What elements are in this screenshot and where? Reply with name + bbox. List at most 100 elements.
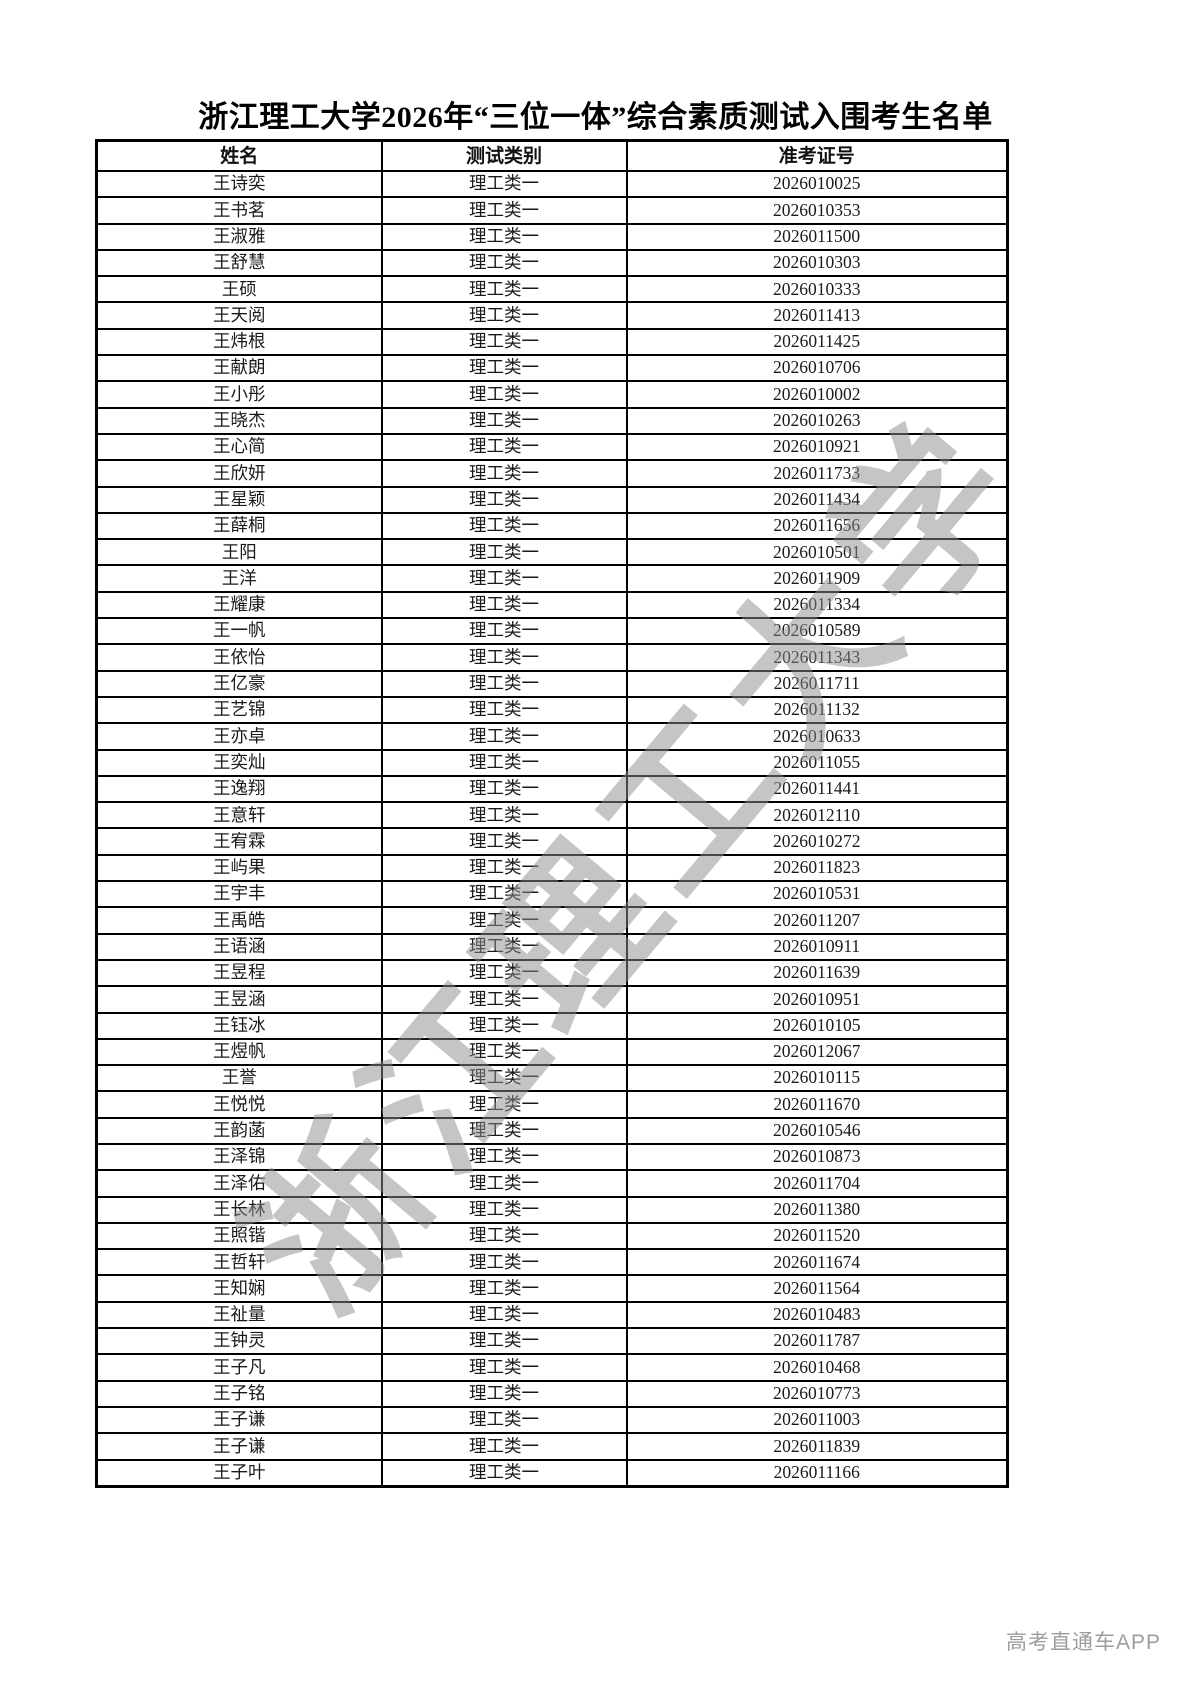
cell-name: 王硕 xyxy=(95,275,383,304)
table-row: 王宇丰 理工类一 2026010531 xyxy=(95,880,1009,909)
cell-ticket-number: 2026011380 xyxy=(625,1195,1009,1224)
cell-name: 王阳 xyxy=(95,538,383,567)
table-row: 王悦悦 理工类一 2026011670 xyxy=(95,1090,1009,1119)
table-row: 王小彤 理工类一 2026010002 xyxy=(95,380,1009,409)
candidate-table: 姓名 测试类别 准考证号 王诗奕 理工类一 2026010025 王书茗 理工类一 202… xyxy=(95,139,1009,1488)
table-row: 王奕灿 理工类一 2026011055 xyxy=(95,748,1009,777)
cell-name: 王献朗 xyxy=(95,354,383,383)
cell-name: 王天阅 xyxy=(95,301,383,330)
cell-ticket-number: 2026012110 xyxy=(625,801,1009,830)
cell-category: 理工类一 xyxy=(380,1221,628,1251)
cell-category: 理工类一 xyxy=(380,1405,628,1435)
cell-ticket-number: 2026010272 xyxy=(625,827,1009,856)
cell-name: 王语涵 xyxy=(95,932,383,961)
cell-name: 王晓杰 xyxy=(95,406,383,435)
cell-ticket-number: 2026011334 xyxy=(625,590,1009,620)
cell-ticket-number: 2026010706 xyxy=(625,354,1009,383)
cell-name: 王屿果 xyxy=(95,853,383,883)
cell-category: 理工类一 xyxy=(380,1353,628,1382)
cell-ticket-number: 2026010025 xyxy=(625,169,1009,199)
table-row: 王知娴 理工类一 2026011564 xyxy=(95,1274,1009,1303)
cell-category: 理工类一 xyxy=(380,432,628,462)
table-row: 王欣妍 理工类一 2026011733 xyxy=(95,459,1009,488)
table-row: 王子谦 理工类一 2026011839 xyxy=(95,1432,1009,1461)
cell-name: 王书茗 xyxy=(95,196,383,225)
cell-ticket-number: 2026011733 xyxy=(625,459,1009,488)
cell-name: 王艺锦 xyxy=(95,695,383,725)
cell-ticket-number: 2026011132 xyxy=(625,695,1009,725)
table-row: 王薛桐 理工类一 2026011656 xyxy=(95,511,1009,541)
cell-category: 理工类一 xyxy=(380,1432,628,1461)
cell-category: 理工类一 xyxy=(380,1458,628,1488)
table-row: 王星颖 理工类一 2026011434 xyxy=(95,485,1009,514)
cell-category: 理工类一 xyxy=(380,906,628,935)
cell-name: 王宇丰 xyxy=(95,880,383,909)
cell-name: 王钟灵 xyxy=(95,1327,383,1356)
table-row: 王宥霖 理工类一 2026010272 xyxy=(95,827,1009,856)
cell-name: 王祉量 xyxy=(95,1300,383,1330)
cell-name: 王耀康 xyxy=(95,590,383,620)
cell-ticket-number: 2026011425 xyxy=(625,327,1009,357)
column-header-ticket-number: 准考证号 xyxy=(625,139,1009,172)
cell-ticket-number: 2026011343 xyxy=(625,643,1009,672)
cell-ticket-number: 2026010589 xyxy=(625,617,1009,646)
cell-category: 理工类一 xyxy=(380,695,628,725)
table-row: 王子谦 理工类一 2026011003 xyxy=(95,1405,1009,1435)
cell-category: 理工类一 xyxy=(380,1248,628,1277)
cell-category: 理工类一 xyxy=(380,196,628,225)
cell-ticket-number: 2026010633 xyxy=(625,722,1009,751)
cell-ticket-number: 2026011670 xyxy=(625,1090,1009,1119)
cell-category: 理工类一 xyxy=(380,643,628,672)
cell-name: 王星颖 xyxy=(95,485,383,514)
cell-category: 理工类一 xyxy=(380,169,628,199)
cell-name: 王子谦 xyxy=(95,1405,383,1435)
table-row: 王逸翔 理工类一 2026011441 xyxy=(95,774,1009,804)
table-row: 王耀康 理工类一 2026011334 xyxy=(95,590,1009,620)
cell-name: 王宥霖 xyxy=(95,827,383,856)
cell-category: 理工类一 xyxy=(380,748,628,777)
table-row: 王煜帆 理工类一 2026012067 xyxy=(95,1037,1009,1067)
cell-name: 王悦悦 xyxy=(95,1090,383,1119)
cell-ticket-number: 2026011704 xyxy=(625,1169,1009,1198)
cell-name: 王钰冰 xyxy=(95,1011,383,1040)
cell-category: 理工类一 xyxy=(380,1037,628,1067)
cell-ticket-number: 2026010468 xyxy=(625,1353,1009,1382)
table-row: 王屿果 理工类一 2026011823 xyxy=(95,853,1009,883)
table-row: 王昱涵 理工类一 2026010951 xyxy=(95,985,1009,1014)
cell-category: 理工类一 xyxy=(380,1300,628,1330)
cell-category: 理工类一 xyxy=(380,958,628,988)
cell-ticket-number: 2026011441 xyxy=(625,774,1009,804)
cell-category: 理工类一 xyxy=(380,301,628,330)
cell-category: 理工类一 xyxy=(380,617,628,646)
cell-name: 王长林 xyxy=(95,1195,383,1224)
cell-category: 理工类一 xyxy=(380,853,628,883)
cell-category: 理工类一 xyxy=(380,774,628,804)
cell-ticket-number: 2026011434 xyxy=(625,485,1009,514)
table-row: 王洋 理工类一 2026011909 xyxy=(95,564,1009,593)
table-row: 王诗奕 理工类一 2026010025 xyxy=(95,169,1009,199)
table-row: 王长林 理工类一 2026011380 xyxy=(95,1195,1009,1224)
table-row: 王意轩 理工类一 2026012110 xyxy=(95,801,1009,830)
table-row: 王淑雅 理工类一 2026011500 xyxy=(95,222,1009,251)
cell-ticket-number: 2026010333 xyxy=(625,275,1009,304)
cell-category: 理工类一 xyxy=(380,406,628,435)
table-row: 王禹皓 理工类一 2026011207 xyxy=(95,906,1009,935)
cell-ticket-number: 2026011639 xyxy=(625,958,1009,988)
cell-name: 王小彤 xyxy=(95,380,383,409)
table-row: 王天阅 理工类一 2026011413 xyxy=(95,301,1009,330)
cell-name: 王昱涵 xyxy=(95,985,383,1014)
cell-ticket-number: 2026011520 xyxy=(625,1221,1009,1251)
cell-ticket-number: 2026010303 xyxy=(625,248,1009,278)
table-row: 王昱程 理工类一 2026011639 xyxy=(95,958,1009,988)
table-row: 王韵菡 理工类一 2026010546 xyxy=(95,1116,1009,1145)
cell-ticket-number: 2026010773 xyxy=(625,1379,1009,1408)
cell-ticket-number: 2026010501 xyxy=(625,538,1009,567)
cell-name: 王子铭 xyxy=(95,1379,383,1408)
cell-category: 理工类一 xyxy=(380,669,628,698)
cell-name: 王知娴 xyxy=(95,1274,383,1303)
cell-ticket-number: 2026010531 xyxy=(625,880,1009,909)
cell-category: 理工类一 xyxy=(380,511,628,541)
cell-ticket-number: 2026010921 xyxy=(625,432,1009,462)
cell-name: 王昱程 xyxy=(95,958,383,988)
